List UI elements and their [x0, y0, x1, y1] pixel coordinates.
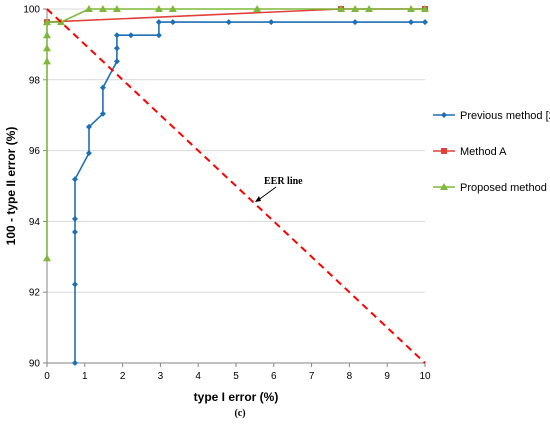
data-point-triangle	[43, 57, 51, 65]
data-point-diamond	[352, 19, 359, 26]
data-point-triangle	[98, 5, 107, 12]
data-point-triangle	[84, 5, 93, 12]
series-eer-line	[46, 8, 426, 364]
legend: Previous method [24] Method A Proposed met…	[433, 110, 550, 194]
x-tick-label: 4	[195, 371, 201, 382]
series-line	[74, 21, 425, 363]
data-point-triangle	[43, 44, 51, 52]
data-point-diamond	[71, 229, 78, 236]
data-point-triangle	[337, 5, 346, 12]
data-point-diamond	[99, 110, 106, 117]
x-tick-label: 0	[44, 371, 50, 382]
data-point-triangle	[421, 5, 429, 12]
data-point-triangle	[407, 5, 416, 12]
data-point-triangle	[168, 5, 177, 12]
data-point-triangle	[112, 5, 121, 12]
x-tick-labels: 0 1 2 3 4 5 6 7 8 9 10	[44, 363, 431, 382]
data-point-diamond	[85, 150, 92, 157]
data-point-triangle	[253, 5, 262, 12]
y-tick-label: 90	[29, 359, 41, 370]
data-point-triangle	[43, 31, 51, 39]
data-point-diamond	[71, 176, 78, 183]
x-tick-label: 6	[271, 371, 277, 382]
series-line	[46, 8, 426, 364]
x-tick-label: 9	[384, 371, 390, 382]
x-tick-label: 10	[419, 371, 431, 382]
x-tick-label: 1	[82, 371, 88, 382]
data-point-triangle	[351, 5, 360, 12]
data-point-diamond	[169, 19, 176, 26]
x-tick-label: 3	[158, 371, 164, 382]
data-point-diamond	[441, 112, 447, 118]
data-point-diamond	[127, 32, 134, 39]
legend-item: Proposed method	[433, 182, 547, 194]
x-tick-label: 8	[347, 371, 353, 382]
data-point-diamond	[99, 84, 106, 91]
y-tick-label: 92	[29, 288, 41, 299]
data-point-diamond	[113, 58, 120, 65]
data-point-triangle	[154, 5, 163, 12]
legend-label: Proposed method	[460, 182, 547, 194]
data-point-diamond	[71, 215, 78, 222]
y-tick-labels: 90 92 94 96 98 100	[23, 5, 47, 370]
y-axis-title: 100 - type II error (%)	[4, 127, 18, 246]
data-point-diamond	[155, 32, 162, 39]
y-tick-label: 98	[29, 75, 41, 86]
y-tick-label: 96	[29, 146, 41, 157]
y-tick-label: 94	[29, 217, 41, 228]
gridlines	[47, 8, 425, 293]
data-point-diamond	[71, 281, 78, 288]
figure-caption: (c)	[234, 408, 245, 419]
data-point-diamond	[113, 32, 120, 39]
data-point-triangle	[43, 18, 51, 26]
series-proposed-method	[43, 5, 429, 262]
x-tick-label: 7	[309, 371, 315, 382]
legend-item: Method A	[433, 146, 507, 158]
legend-label: Method A	[460, 146, 507, 158]
legend-label: Previous method [24]	[460, 110, 550, 122]
series-line	[46, 8, 425, 259]
y-tick-label: 100	[23, 5, 40, 16]
data-point-triangle	[43, 254, 51, 262]
series-group	[43, 5, 429, 366]
series-previous-method-24	[71, 19, 428, 366]
x-tick-label: 5	[233, 371, 239, 382]
data-point-diamond	[113, 45, 120, 52]
data-point-diamond	[408, 19, 415, 26]
x-axis-title: type I error (%)	[194, 390, 279, 404]
data-point-diamond	[268, 19, 275, 26]
data-point-diamond	[85, 123, 92, 130]
legend-item: Previous method [24]	[433, 110, 550, 122]
data-point-triangle	[440, 183, 448, 190]
data-point-diamond	[422, 19, 428, 26]
x-tick-label: 2	[120, 371, 126, 382]
data-point-diamond	[225, 19, 232, 26]
eer-annotation-arrowhead	[255, 196, 261, 202]
data-point-diamond	[155, 19, 162, 26]
data-point-triangle	[365, 5, 374, 12]
data-point-square	[441, 148, 447, 154]
data-point-diamond	[71, 360, 78, 366]
eer-annotation: EER line	[264, 176, 303, 187]
eer-annotation-arrow	[256, 186, 277, 202]
